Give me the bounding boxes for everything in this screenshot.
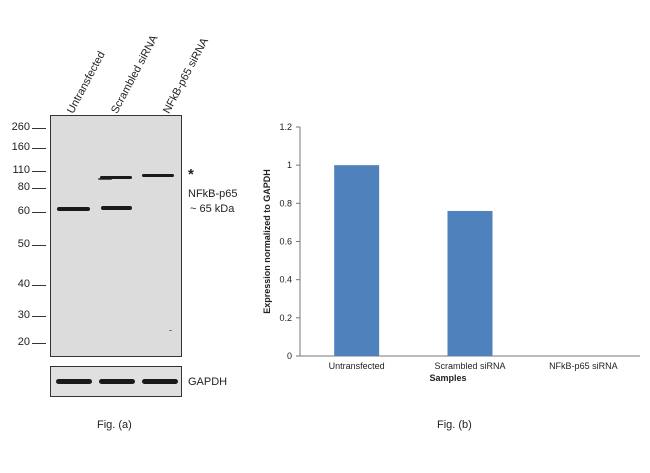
mw-marker-260: 260 bbox=[11, 121, 30, 133]
p65-band-untransfected bbox=[57, 207, 90, 211]
mw-tick bbox=[32, 245, 46, 246]
blot-membrane bbox=[50, 115, 182, 357]
y-tick-label: 0.8 bbox=[279, 198, 292, 208]
y-tick-label: 1.2 bbox=[279, 122, 292, 132]
x-category-label: Scrambled siRNA bbox=[434, 361, 505, 371]
mw-tick bbox=[32, 285, 46, 286]
y-tick-label: 0.2 bbox=[279, 313, 292, 323]
figure-a-caption: Fig. (a) bbox=[97, 419, 132, 431]
x-category-label: Untransfected bbox=[329, 361, 385, 371]
mw-marker-50: 50 bbox=[17, 238, 30, 250]
mw-tick bbox=[32, 128, 46, 129]
mw-marker-60: 60 bbox=[17, 205, 30, 217]
gapdh-band-knockdown bbox=[142, 379, 178, 384]
mw-marker-40: 40 bbox=[17, 278, 30, 290]
nonspecific-asterisk: * bbox=[188, 166, 194, 183]
gapdh-strip bbox=[50, 366, 182, 397]
mw-tick bbox=[32, 148, 46, 149]
mw-marker-20: 20 bbox=[17, 336, 30, 348]
y-tick-label: 0.6 bbox=[279, 237, 292, 247]
mw-marker-160: 160 bbox=[11, 141, 30, 153]
gapdh-label: GAPDH bbox=[188, 376, 228, 388]
p65-band-scrambled bbox=[101, 206, 132, 210]
blot-speck bbox=[169, 330, 172, 331]
x-category-label: NFkB-p65 siRNA bbox=[549, 361, 618, 371]
mw-tick bbox=[32, 188, 46, 189]
mw-marker-30: 30 bbox=[17, 309, 30, 321]
bar-0 bbox=[334, 165, 380, 356]
nonspecific-band-faint bbox=[98, 178, 112, 180]
gapdh-band-untransfected bbox=[56, 379, 92, 384]
x-axis-title: Samples bbox=[429, 373, 466, 383]
nonspecific-band-knockdown bbox=[142, 174, 174, 177]
figure-b-caption: Fig. (b) bbox=[437, 419, 472, 431]
mw-tick bbox=[32, 212, 46, 213]
mw-marker-80: 80 bbox=[17, 181, 30, 193]
gapdh-band-scrambled bbox=[99, 379, 135, 384]
target-label: NFkB-p65 bbox=[188, 188, 238, 200]
mw-tick bbox=[32, 316, 46, 317]
mw-tick bbox=[32, 343, 46, 344]
mw-marker-110: 110 bbox=[12, 164, 30, 176]
y-axis-title: Expression normalized to GAPDH bbox=[262, 169, 272, 314]
bar-1 bbox=[447, 210, 493, 356]
y-tick-label: 1 bbox=[287, 160, 292, 170]
nonspecific-band-scrambled bbox=[100, 176, 132, 179]
y-tick-label: 0.4 bbox=[279, 275, 292, 285]
y-tick-label: 0 bbox=[287, 351, 292, 361]
mw-tick bbox=[32, 171, 46, 172]
target-size-label: ~ 65 kDa bbox=[190, 203, 235, 215]
